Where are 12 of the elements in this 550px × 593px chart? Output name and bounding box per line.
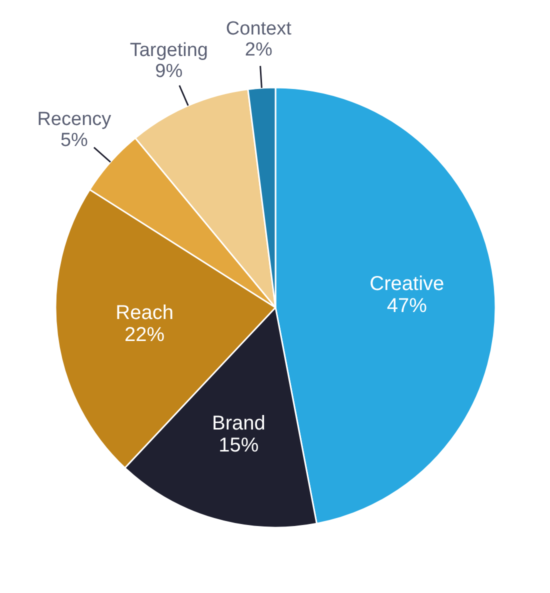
slice-label: Brand	[212, 412, 266, 434]
data-label: 15%	[218, 434, 259, 456]
data-label: 5%	[60, 130, 88, 152]
data-label: 22%	[124, 324, 165, 346]
slice-label: Reach	[116, 302, 174, 324]
slice-label: Recency	[37, 109, 112, 130]
slice-label: Context	[226, 18, 292, 40]
data-label: 47%	[386, 295, 428, 318]
data-label: 9%	[155, 61, 183, 82]
slice-label: Targeting	[130, 40, 208, 62]
data-label: 2%	[244, 40, 272, 61]
slice-label: Creative	[370, 273, 444, 296]
